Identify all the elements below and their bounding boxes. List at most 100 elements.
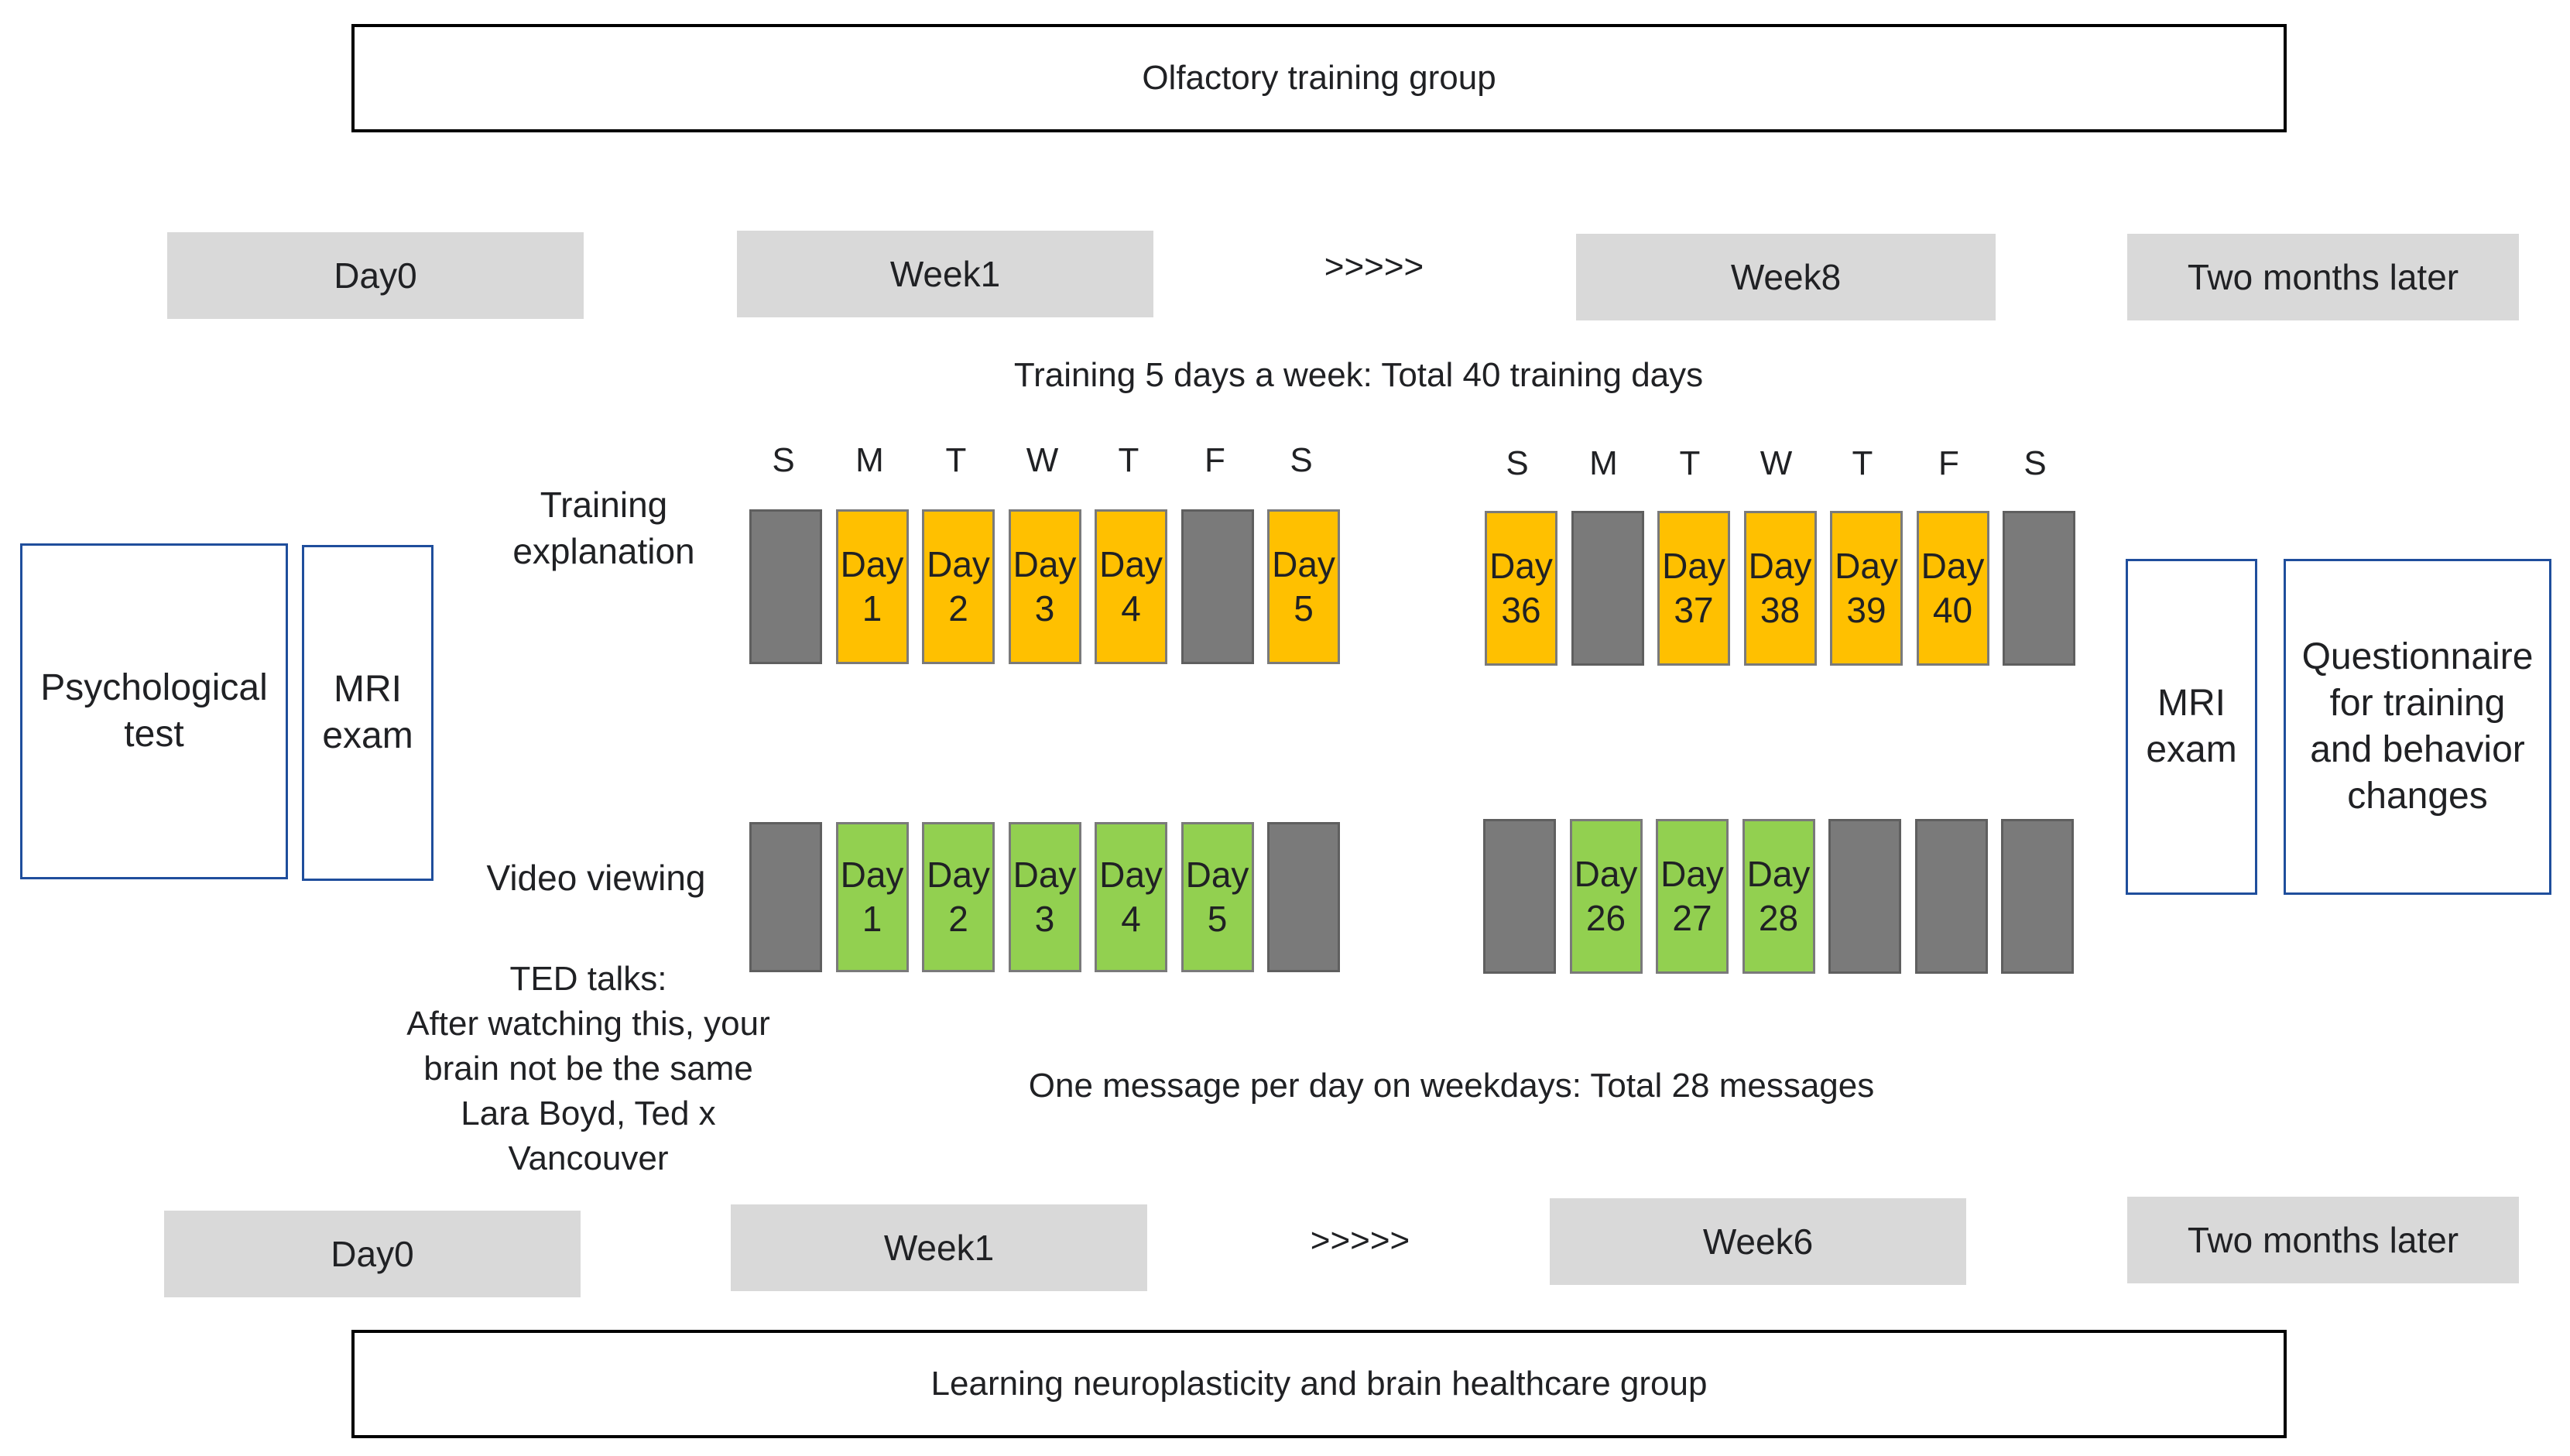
day-cell-number: 2: [948, 588, 968, 629]
day-cell-number: 3: [1034, 899, 1055, 939]
day-cell-label: Day: [840, 854, 904, 895]
weekday-label: T: [1118, 441, 1139, 479]
video-viewing-label: Video viewing: [486, 858, 706, 899]
day-cell-number: 5: [1207, 899, 1228, 939]
day-cell: Day 2: [922, 822, 995, 972]
top-phase-week8: Week8: [1576, 234, 1996, 320]
rest-day-cell: [1483, 819, 1556, 974]
day-cell: Day 27: [1656, 819, 1729, 974]
day-cell-number: 3: [1034, 588, 1055, 629]
mri-exam-box-followup: MRI exam: [2126, 559, 2257, 895]
day-cell-label: Day: [1185, 854, 1249, 895]
questionnaire-box: Questionnaire for training and behavior …: [2284, 559, 2551, 895]
weekday-label: T: [945, 441, 967, 479]
rest-day-cell: [1828, 819, 1901, 974]
training-explanation-label: Training explanation: [512, 485, 695, 571]
day-cell-label: Day: [1013, 854, 1077, 895]
day-cell-number: 4: [1121, 899, 1141, 939]
day-cell: Day 39: [1830, 511, 1903, 666]
day-cell-number: 40: [1932, 590, 1973, 630]
day-cell-number: 37: [1674, 590, 1714, 630]
neuroplasticity-group-title: Learning neuroplasticity and brain healt…: [351, 1330, 2287, 1438]
day-cell: Day 5: [1180, 822, 1254, 972]
weekday-label: S: [2023, 444, 2047, 482]
day-cell-label: Day: [1835, 545, 1898, 586]
bottom-phase-day0: Day0: [164, 1211, 581, 1297]
day-cell-label: Day: [1272, 543, 1335, 584]
day-cell-label: Day: [1662, 545, 1725, 586]
weekday-label: S: [1506, 444, 1529, 482]
day-cell-number: 4: [1121, 588, 1141, 629]
rest-day-cell: [2001, 819, 2074, 974]
day-cell-label: Day: [1748, 545, 1812, 586]
day-cell-label: Day: [1489, 545, 1553, 586]
top-phase-day0: Day0: [167, 232, 584, 319]
day-cell-number: 27: [1672, 898, 1712, 938]
day-cell-label: Day: [840, 543, 904, 584]
training-summary: Training 5 days a week: Total 40 trainin…: [1013, 356, 1704, 394]
weekday-label: S: [1290, 441, 1313, 479]
day-cell-number: 38: [1760, 590, 1801, 630]
day-cell-label: Day: [1099, 854, 1163, 895]
rest-day-cell: [1267, 822, 1340, 972]
rest-day-cell: [2003, 511, 2075, 666]
rest-day-cell: [1914, 819, 1988, 974]
ted-talk-note: TED talks: After watching this, your bra…: [406, 959, 770, 1178]
weekday-label: F: [1204, 441, 1225, 479]
weekday-label: T: [1679, 444, 1701, 482]
rest-day-cell: [749, 822, 822, 972]
day-cell: Day 26: [1569, 819, 1643, 974]
day-cell: Day 40: [1916, 511, 1989, 666]
weekday-label: T: [1852, 444, 1873, 482]
day-cell-number: 26: [1585, 898, 1626, 938]
day-cell-label: Day: [1746, 853, 1811, 894]
day-cell: Day 28: [1742, 819, 1815, 974]
rest-day-cell: [1180, 509, 1254, 664]
day-cell-label: Day: [927, 854, 990, 895]
message-summary: One message per day on weekdays: Total 2…: [1028, 1067, 1875, 1105]
mri-exam-box-baseline: MRI exam: [302, 545, 433, 881]
rest-day-cell: [1571, 511, 1644, 666]
day-cell-number: 36: [1501, 590, 1541, 630]
day-cell: Day 3: [1008, 822, 1081, 972]
day-cell-number: 39: [1846, 590, 1886, 630]
day-cell-number: 1: [862, 588, 882, 629]
day-cell-number: 2: [948, 899, 968, 939]
day-cell: Day 3: [1008, 509, 1081, 664]
day-cell-number: 28: [1758, 898, 1799, 938]
weekday-label: S: [772, 441, 795, 479]
rest-day-cell: [749, 509, 822, 664]
day-cell-label: Day: [1660, 853, 1724, 894]
day-cell: Day 4: [1095, 509, 1167, 664]
weekday-label: W: [1760, 444, 1793, 482]
day-cell-label: Day: [1099, 543, 1163, 584]
day-cell-number: 1: [862, 899, 882, 939]
psychological-test-box: Psychological test: [20, 543, 288, 879]
bottom-phase-followup: Two months later: [2127, 1197, 2519, 1283]
day-cell-number: 5: [1294, 588, 1314, 629]
weekday-label: M: [1589, 444, 1618, 482]
day-cell: Day 4: [1095, 822, 1167, 972]
day-cell-label: Day: [1921, 545, 1985, 586]
bottom-phase-week1: Week1: [731, 1204, 1147, 1291]
top-phase-arrows: >>>>>: [1324, 248, 1424, 286]
top-phase-week1: Week1: [737, 231, 1153, 317]
day-cell-label: Day: [1013, 543, 1077, 584]
top-phase-followup: Two months later: [2127, 234, 2519, 320]
day-cell: Day 1: [835, 822, 909, 972]
weekday-label: F: [1938, 444, 1959, 482]
day-cell-label: Day: [927, 543, 990, 584]
bottom-phase-arrows: >>>>>: [1310, 1221, 1410, 1259]
day-cell-label: Day: [1574, 853, 1638, 894]
day-cell: Day 1: [835, 509, 909, 664]
day-cell: Day 5: [1267, 509, 1340, 664]
weekday-label: W: [1026, 441, 1059, 479]
day-cell: Day 37: [1657, 511, 1730, 666]
bottom-phase-week6: Week6: [1550, 1198, 1966, 1285]
weekday-label: M: [855, 441, 884, 479]
day-cell: Day 2: [922, 509, 995, 664]
day-cell: Day 38: [1743, 511, 1817, 666]
day-cell: Day 36: [1485, 511, 1557, 666]
olfactory-group-title: Olfactory training group: [351, 24, 2287, 132]
